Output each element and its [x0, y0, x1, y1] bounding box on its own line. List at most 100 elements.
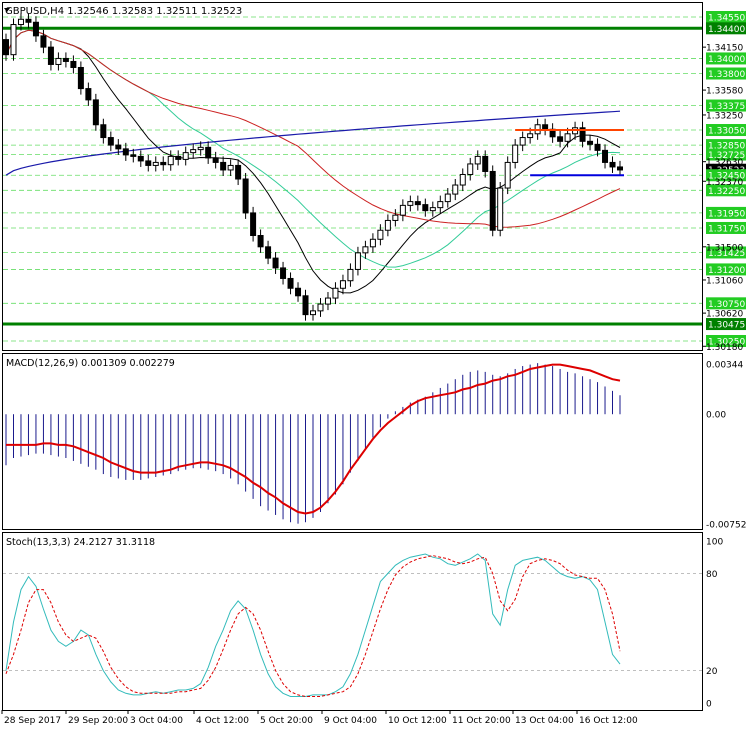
price-level-label: 1.34000	[708, 55, 745, 65]
price-level-label: 1.31425	[708, 249, 745, 259]
candle-body	[482, 155, 489, 172]
candle-body	[557, 136, 564, 142]
candle-body	[250, 212, 257, 237]
stoch-tick-label: 80	[706, 570, 718, 580]
macd-axis: 0.00344 0.00 -0.007521	[706, 361, 746, 531]
candle-body	[587, 140, 594, 145]
candle-body	[77, 66, 84, 90]
candle-body	[512, 144, 519, 163]
stochastic-pane[interactable]: Stoch(13,3,3) 24.2127 31.3118 100 80 20 0	[2, 532, 724, 711]
macd-signal-path	[6, 363, 621, 515]
macd-pane[interactable]: MACD(12,26,9) 0.001309 0.002279 0.003440…	[2, 353, 746, 531]
candle-body	[137, 155, 144, 162]
candle-body	[205, 146, 212, 159]
candle-body	[324, 297, 331, 305]
candle-body	[295, 287, 302, 297]
candle-body	[414, 201, 421, 206]
macd-pane-frame	[2, 353, 703, 530]
stoch-lines	[5, 553, 621, 697]
chart-symbol-info: GBPUSD,H4 1.32546 1.32583 1.32511 1.3252…	[5, 6, 242, 17]
price-level-label: 1.32725	[708, 151, 745, 161]
candle-body	[564, 133, 571, 142]
candle-body	[167, 155, 174, 166]
candle-body	[602, 149, 609, 163]
candle-body	[100, 124, 107, 139]
price-tick-label: 1.33250	[706, 111, 743, 121]
price-tick-label: 1.33580	[706, 87, 743, 97]
time-axis: 28 Sep 2017 29 Sep 20:00 3 Oct 04:00 4 Oct …	[1, 710, 638, 726]
main-price-pane[interactable]: GBPUSD,H4 1.32546 1.32583 1.32511 1.3252…	[2, 2, 746, 353]
candle-body	[302, 295, 309, 316]
candle-body	[429, 207, 436, 212]
time-tick-label: 9 Oct 04:00	[324, 716, 377, 726]
candle-body	[85, 88, 92, 101]
candle-body	[347, 268, 354, 282]
candle-body	[474, 155, 481, 165]
candle-body	[459, 173, 466, 186]
price-level-label: 1.33375	[708, 102, 745, 112]
price-level-badge	[706, 206, 746, 219]
candle-body	[242, 178, 249, 214]
price-level-badge	[706, 52, 746, 65]
candle-body	[317, 303, 324, 312]
time-tick-label: 16 Oct 12:00	[579, 716, 638, 726]
stoch-label: Stoch(13,3,3) 24.2127 31.3118	[6, 537, 155, 548]
candle-body	[594, 143, 601, 151]
candle-body	[392, 214, 399, 221]
moving-averages	[5, 29, 621, 294]
price-level-badge	[706, 263, 746, 276]
candle-body	[504, 161, 511, 189]
candle-body	[452, 184, 459, 195]
candle-body	[17, 18, 24, 26]
candle-body	[62, 57, 69, 62]
candle-body	[197, 146, 204, 151]
time-tick-label: 10 Oct 12:00	[388, 716, 447, 726]
candle-body	[32, 21, 39, 37]
macd-label: MACD(12,26,9) 0.001309 0.002279	[6, 358, 175, 369]
candle-body	[422, 204, 429, 212]
time-tick-label: 5 Oct 20:00	[260, 716, 313, 726]
main-pane-frame	[2, 2, 703, 351]
time-tick-label: 3 Oct 04:00	[130, 716, 183, 726]
price-level-badge	[706, 67, 746, 80]
price-level-badge	[706, 221, 746, 234]
price-tick-label: 1.34150	[706, 44, 743, 54]
symbol-dropdown-icon[interactable]	[4, 8, 10, 12]
candle-body	[280, 267, 287, 279]
price-candles	[3, 13, 623, 321]
stoch-tick-label: 100	[706, 538, 723, 548]
candle-body	[175, 155, 182, 160]
stoch-axis: 100 80 20 0	[706, 538, 723, 710]
candle-body	[40, 35, 47, 48]
candle-body	[160, 161, 167, 166]
candle-body	[362, 246, 369, 254]
price-tick-label: 1.30620	[706, 310, 743, 320]
price-level-badge	[706, 22, 746, 35]
candle-body	[55, 57, 62, 65]
price-level-label: 1.33800	[708, 70, 745, 80]
horizontal-trend-lines[interactable]	[515, 129, 624, 177]
ma-long-line	[5, 110, 621, 176]
price-level-label: 1.33050	[708, 127, 745, 137]
candle-body	[399, 204, 406, 216]
price-tick-label: 1.31060	[706, 276, 743, 286]
price-level-badge	[706, 297, 746, 310]
time-tick-label: 11 Oct 20:00	[452, 716, 511, 726]
price-level-label: 1.30750	[708, 300, 745, 310]
candle-body	[115, 144, 122, 150]
price-tick-label: 1.32630	[706, 158, 743, 168]
candle-body	[190, 149, 197, 154]
time-tick-label: 29 Sep 20:00	[68, 716, 128, 726]
price-level-badge	[706, 139, 746, 152]
price-level-label: 1.32850	[708, 142, 745, 152]
price-level-badge	[706, 169, 746, 182]
candle-body	[3, 39, 9, 56]
candle-body	[369, 238, 376, 248]
price-tick-label: 1.30180	[706, 343, 743, 353]
candle-body	[272, 257, 279, 269]
ma-fast-line	[5, 29, 621, 294]
ma-slow-line	[5, 29, 621, 228]
time-tick-label: 4 Oct 12:00	[196, 716, 249, 726]
